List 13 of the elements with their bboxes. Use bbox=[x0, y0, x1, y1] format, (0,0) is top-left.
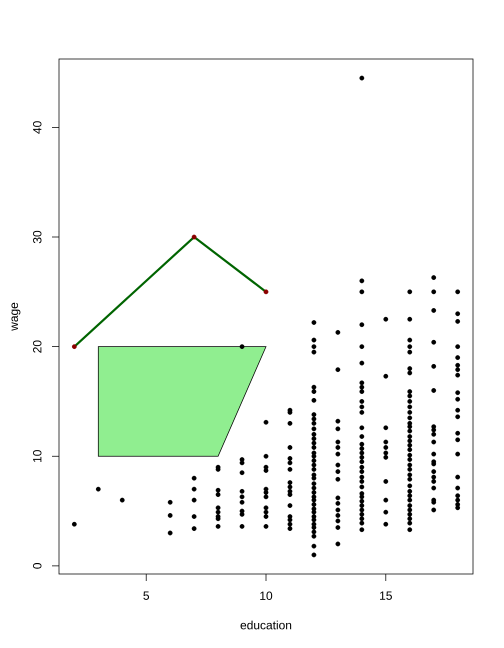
y-tick-label: 20 bbox=[33, 340, 42, 353]
point bbox=[264, 289, 268, 294]
y-tick-label: 40 bbox=[33, 121, 42, 134]
y-tick-label: 30 bbox=[33, 230, 42, 244]
point bbox=[72, 344, 77, 350]
y-tick-label: 0 bbox=[33, 563, 42, 569]
x-axis-title: education bbox=[240, 620, 292, 630]
y-axis-title: wage bbox=[11, 302, 20, 331]
x-tick-label: 10 bbox=[260, 592, 272, 600]
x-tick-label: 15 bbox=[380, 592, 392, 600]
point bbox=[192, 234, 197, 240]
x-tick-label: 5 bbox=[143, 592, 150, 600]
y-tick-label: 10 bbox=[33, 450, 42, 462]
